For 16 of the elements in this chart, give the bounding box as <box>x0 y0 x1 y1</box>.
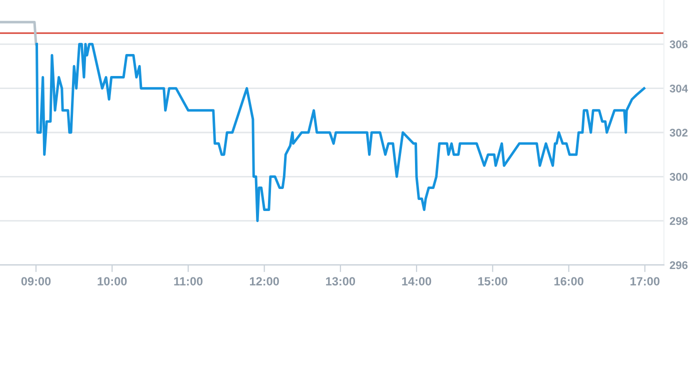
x-tick-label: 11:00 <box>174 277 203 286</box>
y-tick-label: 298 <box>670 217 688 225</box>
y-tick-label: 306 <box>670 40 688 48</box>
y-tick-label: 300 <box>670 172 688 181</box>
x-tick-label: 12:00 <box>250 277 279 286</box>
x-tick-label: 10:00 <box>98 277 127 286</box>
x-tick-label: 09:00 <box>21 277 51 286</box>
x-tick-label: 17:00 <box>630 277 660 286</box>
line-series <box>36 42 646 222</box>
x-tick-label: 13:00 <box>326 277 356 286</box>
y-tick-label: 296 <box>670 261 688 270</box>
x-tick-label: 15:00 <box>478 277 508 286</box>
y-tick-label: 302 <box>670 128 688 137</box>
y-tick-label: 304 <box>670 84 688 92</box>
x-tick-label: 14:00 <box>402 277 432 286</box>
x-tick-label: 16:00 <box>554 277 584 286</box>
